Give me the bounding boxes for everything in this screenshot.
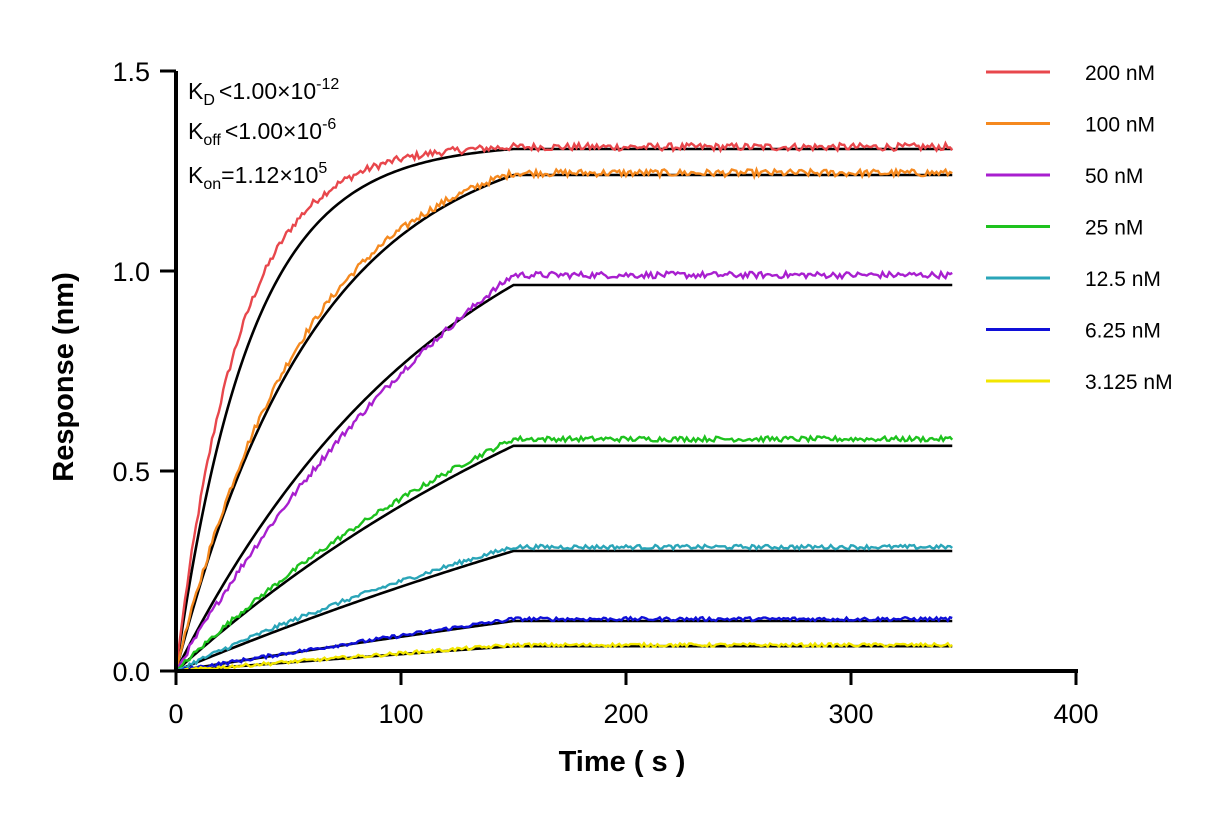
data-curve-0: [174, 140, 954, 672]
y-tick-label: 0.5: [112, 457, 150, 487]
kd-annotation: KD <1.00×10-12: [188, 76, 339, 109]
fit-curve: [175, 644, 953, 673]
fit-curve: [175, 444, 953, 672]
kon-value: 1.12×10: [235, 162, 319, 188]
koff-rel: <: [225, 118, 238, 144]
x-tick-label: 200: [603, 699, 648, 729]
legend-label: 50 nM: [1085, 165, 1143, 188]
koff-value: 1.00×10: [238, 118, 322, 144]
data-curve-1: [174, 166, 953, 672]
koff-exp: -6: [322, 116, 336, 133]
data-curve-5: [175, 615, 953, 673]
data-curve-4: [175, 543, 953, 673]
kd-main: K: [188, 78, 204, 104]
x-axis-title: Time ( s ): [559, 746, 686, 778]
x-tick-label: 100: [378, 699, 423, 729]
legend-label: 25 nM: [1085, 217, 1143, 240]
fit-curve: [174, 173, 953, 672]
data-curve-6: [175, 641, 953, 673]
koff-main: K: [188, 118, 204, 144]
kon-main: K: [188, 162, 204, 188]
kon-exp: 5: [318, 160, 327, 177]
y-tick-label: 0.0: [112, 657, 150, 687]
y-tick-label: 1.5: [112, 57, 150, 87]
data-curve-3: [175, 433, 954, 672]
kon-sub: on: [203, 176, 221, 193]
legend-label: 6.25 nM: [1085, 320, 1161, 343]
legend: 200 nM 100 nM 50 nM 25 nM 12.5 nM 6.25 nM 3.12…: [986, 62, 1173, 394]
data-curve-2: [174, 269, 953, 672]
koff-annotation: Koff <1.00×10-6: [188, 116, 336, 149]
y-tick-label: 1.0: [112, 257, 150, 287]
kd-rel: <: [219, 78, 232, 104]
kd-value: 1.00×10: [232, 78, 316, 104]
x-tick-label: 300: [828, 699, 873, 729]
kon-rel: =: [221, 162, 234, 188]
data-curves: [174, 140, 954, 673]
x-tick-label: 0: [168, 699, 183, 729]
kd-exp: -12: [316, 76, 339, 93]
y-ticks: 0.0 0.5 1.0 1.5: [112, 57, 176, 687]
legend-label: 3.125 nM: [1085, 371, 1173, 394]
legend-label: 200 nM: [1085, 62, 1155, 85]
kon-annotation: Kon=1.12×105: [188, 160, 327, 193]
fit-curve: [174, 283, 953, 672]
koff-sub: off: [203, 132, 221, 149]
kd-sub: D: [203, 92, 215, 109]
fit-curve: [175, 549, 953, 673]
y-axis-title: Response (nm): [48, 272, 80, 481]
legend-label: 12.5 nM: [1085, 268, 1161, 291]
x-tick-label: 400: [1053, 699, 1098, 729]
x-ticks: 0 100 200 300 400: [168, 671, 1099, 729]
legend-label: 100 nM: [1085, 114, 1155, 137]
